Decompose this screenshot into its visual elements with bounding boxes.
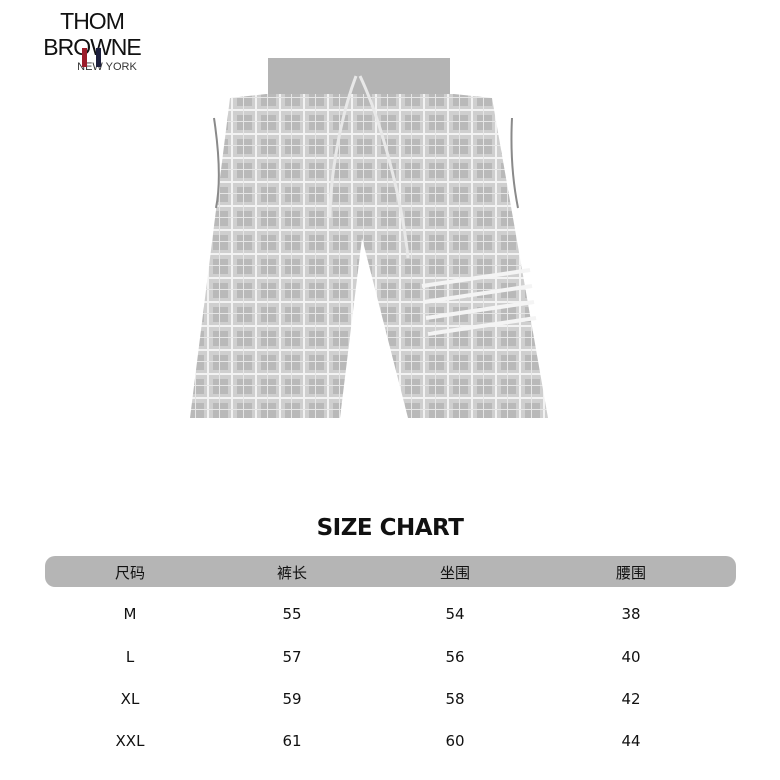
length-cell: 59 [282,690,302,708]
shorts-product-image [190,58,548,418]
brand-logo: THOM BROWNE NEW YORK [12,8,172,74]
length-cell: 55 [282,605,302,623]
size-cell: M [123,605,137,623]
size-chart-header [45,556,736,587]
size-chart-header-row: 尺码 裤长 坐围 腰围 [0,562,780,592]
header-waist: 腰围 [615,564,646,582]
size-cell: L [125,648,135,666]
size-cell: XL [120,690,140,708]
header-size: 尺码 [114,564,145,582]
hip-cell: 54 [445,605,465,623]
hip-cell: 60 [445,732,465,750]
header-length: 裤长 [276,564,307,582]
waist-cell: 40 [621,648,641,666]
length-cell: 57 [282,648,302,666]
waist-cell: 42 [621,690,641,708]
hip-cell: 56 [445,648,465,666]
table-row: L 57 56 40 [0,648,780,678]
size-chart-title: SIZE CHART [316,515,464,541]
waist-cell: 44 [621,732,641,750]
brand-name: THOM BROWNE [43,8,142,60]
header-hip: 坐围 [439,564,470,582]
table-row: M 55 54 38 [0,605,780,635]
hip-cell: 58 [445,690,465,708]
waist-cell: 38 [621,605,641,623]
table-row: XL 59 58 42 [0,690,780,720]
brand-city: NEW YORK [77,61,137,73]
table-row: XXL 61 60 44 [0,732,780,762]
size-cell: XXL [115,732,145,750]
length-cell: 61 [282,732,302,750]
